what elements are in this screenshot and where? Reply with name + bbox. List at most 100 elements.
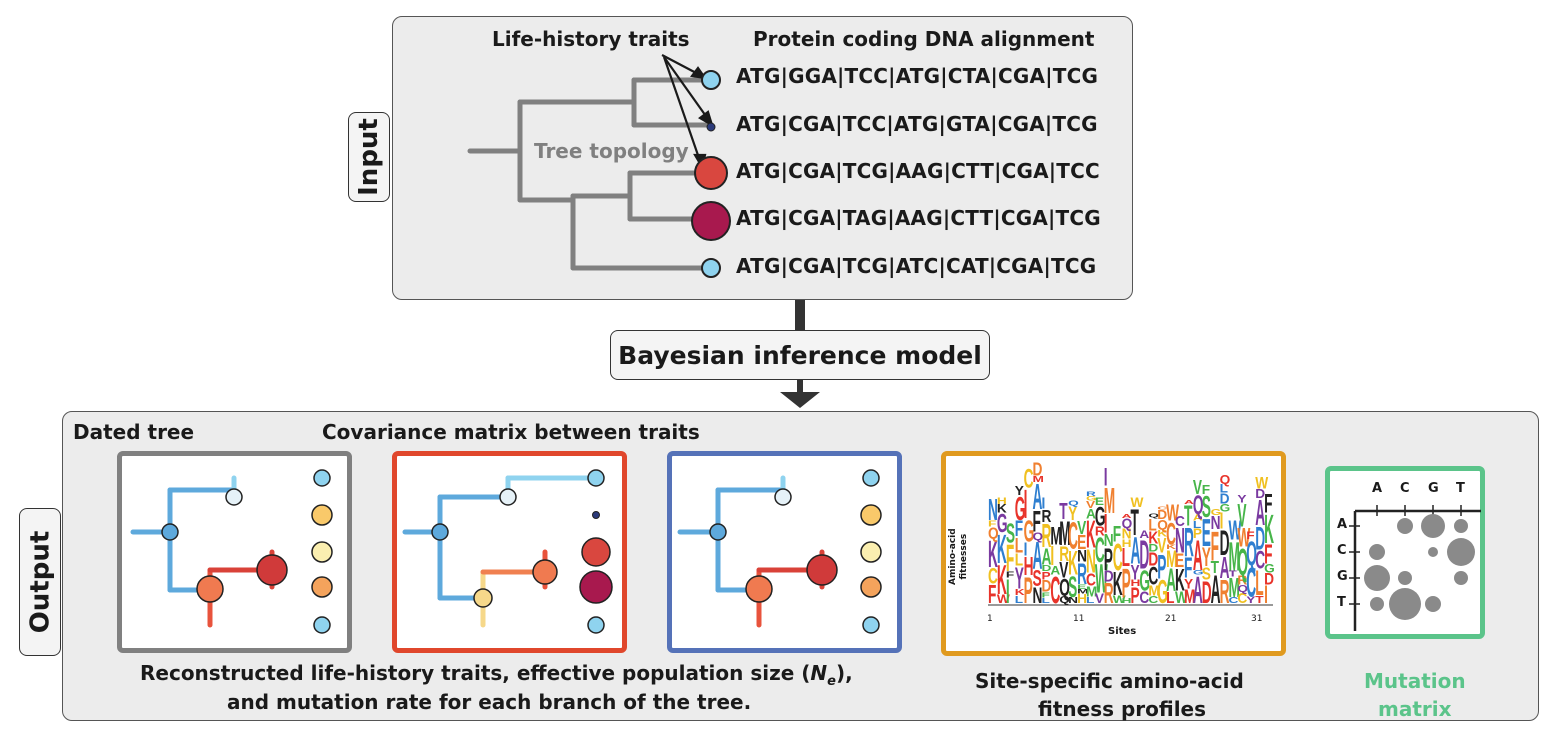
logo-letter: C — [1175, 514, 1185, 531]
logo-letter: E — [1077, 583, 1086, 590]
logo-letter: C — [1139, 589, 1149, 608]
logo-letter: S — [1033, 566, 1042, 591]
logo-letter: A — [1122, 514, 1133, 520]
logo-letter: P — [1024, 568, 1033, 611]
logo-letter: Y — [1237, 492, 1247, 505]
logo-letter: I — [1006, 571, 1010, 610]
logo-letter: T — [1255, 594, 1264, 606]
logo-letter: D — [1041, 578, 1051, 596]
logo-letter: C — [1050, 570, 1060, 613]
sequence-5: ATG|CGA|TCG|ATC|CAT|CGA|TCG — [736, 254, 1097, 278]
logo-letter: D — [1255, 521, 1265, 558]
ne-subscript: e — [827, 674, 836, 689]
model-label: Bayesian inference model — [618, 340, 982, 370]
dated-tree-label: Dated tree — [73, 420, 195, 444]
logo-letter: R — [1041, 507, 1051, 526]
logo-letter: K — [1086, 514, 1096, 557]
logo-letter: I — [1220, 508, 1224, 533]
logo-letter: G — [1015, 491, 1026, 528]
logo-letter: N — [1068, 596, 1078, 605]
logo-letter: F — [1264, 538, 1272, 570]
logo-xlabel: Sites — [1108, 626, 1137, 637]
logo-letter: A — [1131, 530, 1141, 573]
logo-letter: L — [1193, 519, 1201, 531]
logo-letter: M — [1166, 546, 1177, 573]
logo-letter: V — [1086, 499, 1095, 511]
matrix-row-A: A — [1337, 517, 1348, 532]
logo-letter: Q — [1122, 516, 1133, 531]
logo-letter: I — [1104, 465, 1108, 492]
logo-letter: K — [988, 534, 998, 577]
logo-tick-31: 31 — [1251, 614, 1263, 624]
reconstructed-caption-line2: and mutation rate for each branch of the… — [227, 690, 752, 714]
matrix-col-G: G — [1428, 481, 1439, 496]
logo-letter: M — [1033, 475, 1044, 484]
logo-letter: G — [997, 510, 1008, 539]
input-tip-2 — [706, 122, 716, 132]
logo-letter: M — [1050, 523, 1061, 550]
logo-letter: S — [1202, 565, 1211, 584]
logo-letter: A — [1220, 551, 1230, 586]
logo-letter: W — [1095, 556, 1108, 602]
logo-letter: G — [1264, 561, 1275, 575]
dated-tree — [130, 469, 333, 634]
logo-letter: A — [1193, 531, 1203, 579]
logo-letter: R — [1184, 520, 1194, 566]
logo-letter: D — [1220, 523, 1230, 562]
logo-letter: K — [997, 502, 1008, 516]
logo-letter: Y — [1131, 560, 1140, 584]
connector-line-2 — [797, 380, 803, 396]
logo-letter: D — [1220, 490, 1230, 506]
logo-letter: G — [1193, 570, 1204, 577]
logo-letter: E — [1077, 530, 1086, 553]
logo-letter: M — [1228, 572, 1239, 604]
logo-letter: R — [1104, 578, 1114, 610]
down-arrow — [780, 392, 820, 408]
logo-letter: P — [1157, 547, 1166, 586]
matrix-col-T: T — [1456, 481, 1465, 496]
logo-letter: A — [1166, 562, 1176, 598]
logo-letter: K — [1015, 588, 1026, 597]
logo-letter: G — [1157, 574, 1168, 611]
input-tip-3 — [694, 156, 728, 190]
logo-letter: N — [988, 493, 998, 527]
logo-letter: R — [1059, 542, 1069, 566]
logo-letter: A — [1086, 506, 1096, 521]
logo-letter: R — [1220, 574, 1230, 611]
input-tip-1 — [701, 70, 721, 90]
matrix-row-G: G — [1337, 569, 1348, 584]
output-tag: Output — [19, 508, 61, 656]
logo-letter: L — [1122, 544, 1130, 573]
covariance-label: Covariance matrix between traits — [322, 420, 700, 444]
mutation-matrix — [1349, 505, 1481, 631]
logo-letter: W — [1255, 474, 1268, 493]
logo-letter: A — [1033, 476, 1043, 517]
logo-letter: D — [1255, 487, 1265, 502]
fitness-caption-line2: fitness profiles — [1038, 697, 1207, 721]
logo-letter: F — [1184, 552, 1192, 584]
logo-letter: V — [1095, 591, 1105, 606]
logo-letter: N — [1175, 521, 1185, 561]
logo-letter: I — [1041, 496, 1045, 513]
logo-letter: K — [1157, 528, 1168, 538]
tree-topology-label: Tree topology — [534, 139, 689, 163]
trait-tree-blue — [677, 469, 882, 634]
logo-letter: L — [1041, 597, 1050, 605]
ne-symbol: N — [810, 661, 828, 685]
logo-letter: S — [1202, 491, 1211, 525]
input-panel — [392, 16, 1133, 300]
life-history-label: Life-history traits — [492, 27, 690, 51]
fitness-caption-line1: Site-specific amino-acid — [975, 669, 1244, 693]
logo-letter: A — [1050, 563, 1061, 577]
logo-letter: I — [1264, 582, 1268, 609]
logo-letter: L — [1015, 594, 1024, 606]
trait-tree-red — [402, 469, 613, 634]
logo-letter: P — [1122, 560, 1131, 607]
logo-tick-11: 11 — [1073, 614, 1085, 624]
model-box: Bayesian inference model — [610, 330, 990, 380]
sequence-3: ATG|CGA|TCG|AAG|CTT|CGA|TCC — [736, 159, 1100, 183]
logo-letter: K — [1264, 508, 1274, 552]
logo-letter: K — [997, 556, 1007, 603]
logo-letter: Q — [1059, 594, 1070, 606]
logo-letter: N — [1104, 532, 1114, 551]
